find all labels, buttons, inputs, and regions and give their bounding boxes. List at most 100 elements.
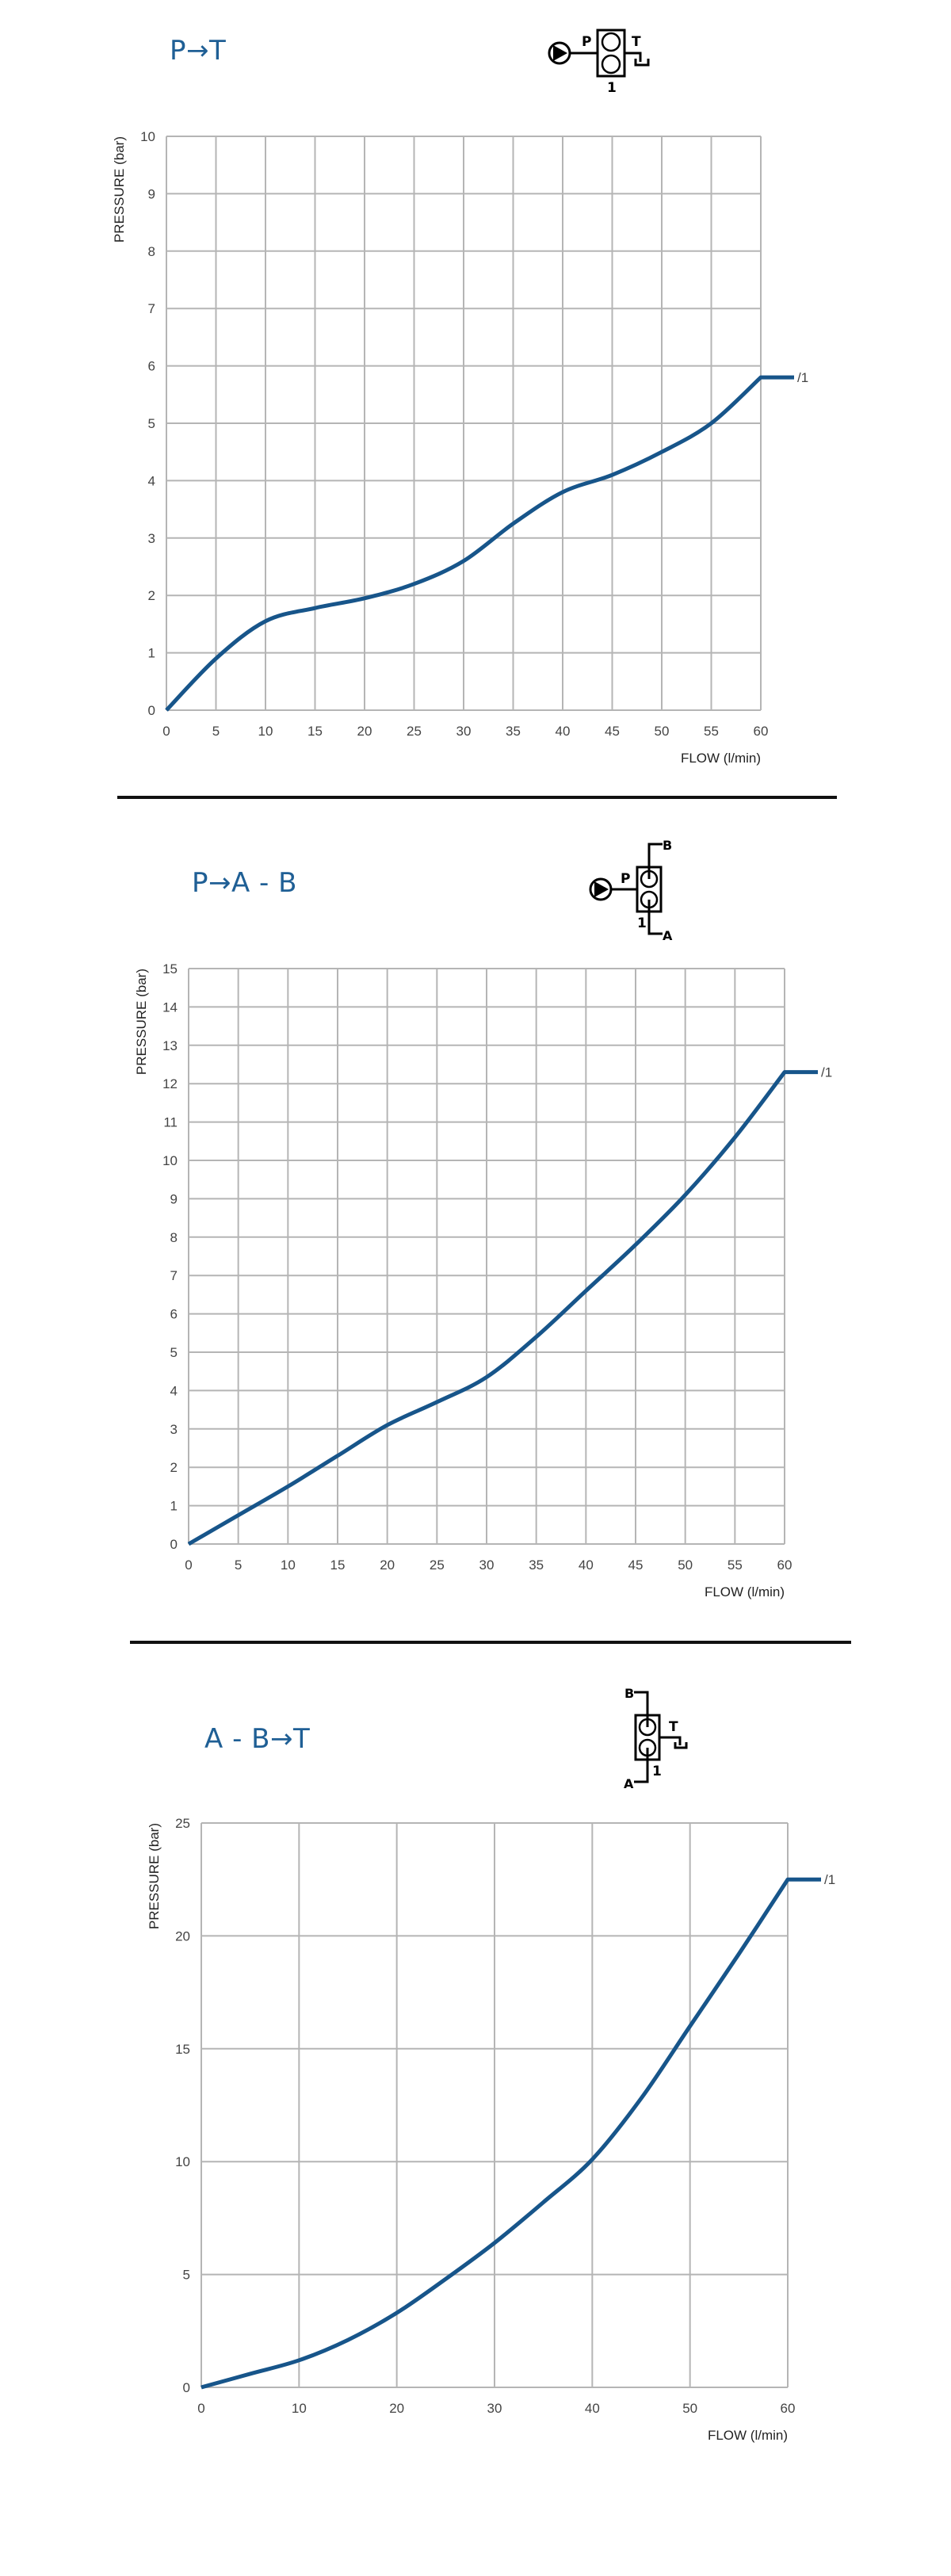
x-tick-label: 40 — [579, 1557, 594, 1573]
y-tick-label: 5 — [148, 416, 155, 431]
y-tick-label: 10 — [140, 129, 155, 144]
y-tick-label: 2 — [148, 588, 155, 603]
x-axis-label: FLOW (l/min) — [681, 751, 761, 766]
section-divider — [117, 796, 837, 799]
y-tick-label: 15 — [162, 961, 178, 977]
y-tick-label: 5 — [170, 1345, 178, 1360]
x-tick-label: 0 — [185, 1557, 192, 1573]
y-tick-label: 0 — [170, 1537, 178, 1552]
x-tick-label: 20 — [389, 2401, 404, 2416]
hydraulic-symbol-a-b-t: B T A 1 — [624, 1688, 688, 1791]
y-axis-label: PRESSURE (bar) — [147, 1823, 162, 1929]
svg-text:1: 1 — [607, 80, 617, 95]
y-tick-label: 6 — [170, 1307, 178, 1322]
svg-text:B: B — [663, 838, 672, 853]
y-tick-label: 11 — [163, 1115, 178, 1130]
y-tick-label: 9 — [148, 186, 155, 201]
series-line — [187, 1070, 818, 1546]
x-tick-label: 55 — [704, 724, 719, 739]
y-tick-label: 7 — [148, 301, 155, 316]
x-tick-label: 25 — [430, 1557, 445, 1573]
x-tick-label: 60 — [781, 2401, 796, 2416]
y-tick-label: 0 — [183, 2380, 190, 2395]
y-axis-label: PRESSURE (bar) — [134, 969, 149, 1075]
x-tick-label: 50 — [682, 2401, 697, 2416]
x-axis-label: FLOW (l/min) — [705, 1584, 785, 1599]
x-axis-label: FLOW (l/min) — [708, 2428, 788, 2443]
y-tick-label: 7 — [170, 1268, 178, 1283]
y-tick-label: 8 — [148, 244, 155, 259]
svg-text:A: A — [624, 1776, 634, 1791]
y-tick-label: 12 — [162, 1076, 178, 1091]
x-tick-label: 30 — [487, 2401, 502, 2416]
x-tick-label: 50 — [655, 724, 670, 739]
series-line — [201, 1877, 821, 2390]
y-tick-label: 13 — [162, 1038, 178, 1053]
svg-text:P: P — [582, 34, 591, 50]
chart-title: P→T — [170, 35, 227, 67]
hydraulic-symbol-p-a-b: P B A 1 — [589, 838, 673, 943]
svg-text:B: B — [624, 1688, 634, 1701]
x-tick-label: 45 — [605, 724, 620, 739]
x-tick-label: 10 — [258, 724, 273, 739]
x-tick-label: 25 — [407, 724, 422, 739]
y-axis-label: PRESSURE (bar) — [112, 136, 127, 243]
y-tick-label: 3 — [148, 531, 155, 546]
x-tick-label: 0 — [162, 724, 170, 739]
x-tick-label: 5 — [212, 724, 220, 739]
y-tick-label: 4 — [170, 1383, 178, 1398]
x-tick-label: 10 — [292, 2401, 307, 2416]
x-tick-label: 35 — [506, 724, 521, 739]
x-tick-label: 35 — [529, 1557, 544, 1573]
y-tick-label: 0 — [148, 703, 155, 718]
svg-text:1: 1 — [652, 1764, 662, 1779]
svg-text:P: P — [621, 871, 630, 887]
x-tick-label: 15 — [330, 1557, 346, 1573]
x-tick-label: 40 — [556, 724, 571, 739]
y-tick-label: 10 — [175, 2154, 190, 2169]
x-tick-label: 0 — [197, 2401, 204, 2416]
x-tick-label: 20 — [380, 1557, 395, 1573]
y-tick-label: 20 — [175, 1928, 190, 1943]
x-tick-label: 30 — [456, 724, 472, 739]
y-tick-label: 25 — [175, 1816, 190, 1831]
x-tick-label: 45 — [628, 1557, 644, 1573]
x-tick-label: 60 — [754, 724, 769, 739]
x-tick-label: 55 — [728, 1557, 743, 1573]
x-tick-label: 50 — [678, 1557, 693, 1573]
x-tick-label: 10 — [281, 1557, 296, 1573]
y-tick-label: 9 — [170, 1191, 178, 1206]
series-label: /1 — [797, 370, 808, 385]
y-tick-label: 8 — [170, 1230, 178, 1245]
chart-a-b-t: 0 5 10 15 20 25 0 10 20 30 40 50 60 FLOW (l/min) PRESS… — [147, 1816, 835, 2443]
x-tick-label: 20 — [357, 724, 372, 739]
y-tick-label: 1 — [148, 646, 155, 661]
x-tick-label: 40 — [585, 2401, 600, 2416]
x-tick-label: 30 — [479, 1557, 495, 1573]
svg-text:T: T — [632, 34, 641, 50]
y-tick-label: 3 — [170, 1422, 178, 1437]
section-divider — [130, 1641, 851, 1644]
svg-text:T: T — [669, 1719, 678, 1735]
y-tick-label: 4 — [148, 473, 155, 488]
svg-text:1: 1 — [637, 915, 647, 931]
y-tick-label: 2 — [170, 1460, 178, 1475]
y-tick-label: 5 — [183, 2268, 190, 2283]
chart-title: A - B→T — [204, 1723, 311, 1755]
chart-title: P→A - B — [192, 867, 297, 899]
y-tick-label: 6 — [148, 359, 155, 374]
y-tick-label: 15 — [175, 2042, 190, 2057]
series-label: /1 — [821, 1065, 832, 1080]
x-tick-label: 5 — [235, 1557, 242, 1573]
series-label: /1 — [824, 1872, 835, 1887]
y-tick-label: 1 — [170, 1499, 178, 1514]
x-tick-label: 15 — [307, 724, 323, 739]
x-tick-label: 60 — [777, 1557, 792, 1573]
y-tick-label: 10 — [162, 1153, 178, 1168]
svg-text:A: A — [663, 928, 673, 943]
y-tick-label: 14 — [162, 999, 178, 1015]
series-line — [165, 375, 794, 712]
hydraulic-symbol-p-t: P T 1 — [548, 29, 650, 95]
